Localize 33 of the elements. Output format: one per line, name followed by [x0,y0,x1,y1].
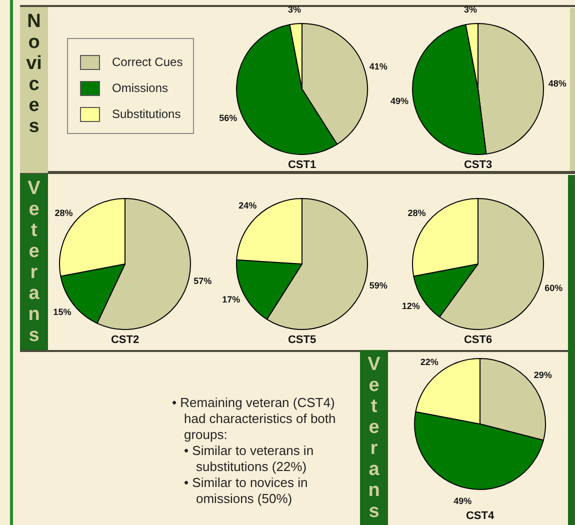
data-label: 17% [222,294,240,305]
text: Veterans [360,350,388,525]
text: • Remaining veteran (CST4) had characteristics of both groups: [172,395,337,443]
legend-label: Correct Cues [112,55,183,69]
data-label: 49% [390,96,408,106]
text: • Similar to novices in omissions (50%) [184,475,309,507]
data-label: 28% [408,208,426,218]
data-label: 3% [464,4,478,14]
data-label: 29% [534,370,552,380]
data-label: 48% [548,78,566,88]
data-label: 12% [402,301,420,312]
text: CST3 [462,159,494,171]
data-label: 56% [219,112,238,123]
text: Novices [20,7,48,173]
data-label: 3% [288,4,302,14]
text: CST5 [286,334,318,346]
text: CST2 [110,334,140,346]
legend-label: Substitutions [112,107,181,121]
text: Veterans [20,174,48,350]
legend-label: Omissions [112,81,168,95]
data-label: 15% [53,307,72,318]
data-label: 57% [194,276,212,286]
data-label: 22% [420,357,438,368]
data-label: 24% [238,200,257,211]
text: CST4 [464,510,496,522]
text: CST6 [462,334,494,346]
data-label: 28% [54,208,73,218]
text: CST1 [286,159,318,171]
data-label: 41% [369,61,388,72]
data-label: 49% [454,496,472,506]
data-label: 59% [369,280,388,291]
text: • Similar to veterans in substitutions (22%) [184,443,315,475]
data-label: 60% [544,283,563,294]
